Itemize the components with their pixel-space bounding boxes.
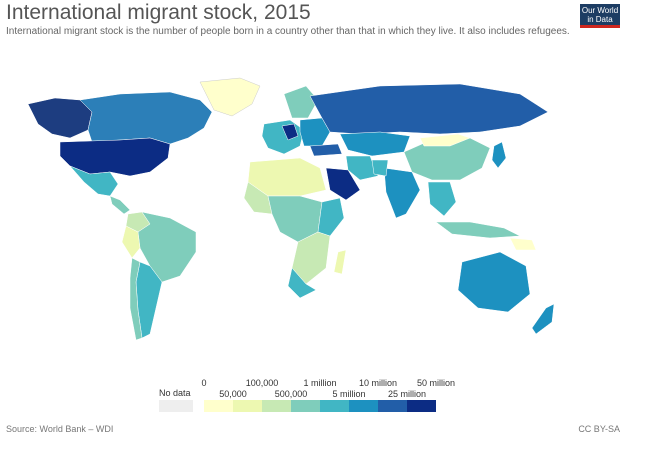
chart-title: International migrant stock, 2015 — [6, 1, 311, 24]
legend-no-data-swatch — [159, 400, 193, 412]
legend-bottom-labels: 50,000 500,000 5 million 25 million — [219, 389, 426, 399]
country-canada[interactable] — [79, 91, 213, 145]
legend-swatch-6 — [378, 400, 407, 412]
source-note: Source: World Bank – WDI — [6, 424, 114, 434]
legend-swatches — [204, 400, 436, 412]
country-pakistan[interactable] — [371, 159, 389, 177]
legend-swatch-1 — [233, 400, 262, 412]
country-australia[interactable] — [457, 251, 531, 313]
country-mexico[interactable] — [69, 165, 119, 197]
country-india[interactable] — [383, 167, 421, 219]
legend-top-label-2: 1 million — [303, 378, 336, 388]
legend-bottom-label-3: 25 million — [388, 389, 426, 399]
legend-no-data-label: No data — [159, 388, 191, 398]
country-south-africa[interactable] — [287, 267, 317, 299]
legend-swatch-4 — [320, 400, 349, 412]
country-russia[interactable] — [309, 83, 549, 135]
legend-bottom-label-0: 50,000 — [219, 389, 247, 399]
country-peru[interactable] — [121, 225, 141, 259]
logo-line-1: Our World — [581, 6, 619, 15]
legend-bottom-label-2: 5 million — [332, 389, 365, 399]
country-new-zealand[interactable] — [531, 303, 555, 335]
country-mongolia[interactable] — [419, 133, 471, 147]
legend-swatch-2 — [262, 400, 291, 412]
country-greenland[interactable] — [199, 77, 261, 117]
region-scandinavia[interactable] — [283, 85, 319, 119]
country-alaska[interactable] — [27, 97, 93, 139]
legend-top-labels: 0 100,000 1 million 10 million 50 million — [201, 378, 455, 388]
world-map[interactable] — [0, 72, 650, 372]
owid-logo[interactable]: Our World in Data — [580, 4, 620, 28]
legend-bottom-label-1: 500,000 — [275, 389, 308, 399]
legend: No data 0 100,000 1 million 10 million 50 mi… — [159, 378, 455, 412]
region-west-africa[interactable] — [243, 181, 273, 215]
legend-swatch-0 — [204, 400, 233, 412]
logo-line-2: in Data — [587, 15, 613, 24]
legend-top-label-1: 100,000 — [246, 378, 279, 388]
country-saudi-arabia[interactable] — [325, 167, 361, 201]
country-germany[interactable] — [281, 123, 299, 141]
legend-swatch-3 — [291, 400, 320, 412]
chart-subtitle: International migrant stock is the numbe… — [6, 26, 570, 37]
region-central-america[interactable] — [109, 195, 131, 215]
legend-swatch-5 — [349, 400, 378, 412]
country-turkey[interactable] — [309, 143, 343, 157]
region-east-africa[interactable] — [317, 197, 345, 237]
legend-swatch-7 — [407, 400, 436, 412]
country-usa[interactable] — [59, 137, 171, 177]
legend-top-label-4: 50 million — [417, 378, 455, 388]
license-note[interactable]: CC BY-SA — [578, 424, 620, 434]
legend-top-label-0: 0 — [201, 378, 206, 388]
country-chile[interactable] — [129, 257, 143, 341]
region-southeast-asia[interactable] — [427, 181, 457, 217]
country-kazakhstan[interactable] — [339, 131, 411, 157]
region-europe-west[interactable] — [261, 119, 305, 155]
country-iran[interactable] — [345, 155, 379, 181]
region-indonesia[interactable] — [435, 221, 521, 239]
legend-top-label-3: 10 million — [359, 378, 397, 388]
country-papua-new-guinea[interactable] — [509, 237, 537, 251]
country-madagascar[interactable] — [333, 249, 347, 275]
country-japan[interactable] — [491, 141, 507, 169]
